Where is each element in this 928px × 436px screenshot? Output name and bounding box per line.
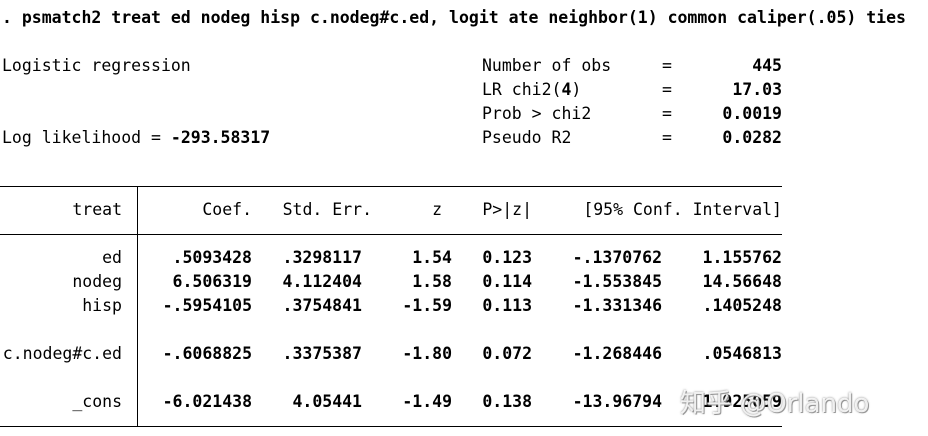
cell-se: .3754841	[282, 296, 362, 315]
row-varname: hisp	[82, 296, 122, 315]
col-header-z: z	[432, 200, 442, 219]
cell-z: 1.58	[412, 272, 452, 291]
cell-p: 0.114	[482, 272, 532, 291]
cell-se: .3375387	[282, 344, 362, 363]
cell-se: 4.112404	[282, 272, 362, 291]
table-header-rule	[0, 234, 782, 235]
cell-z: -1.49	[402, 392, 452, 411]
row-varname: nodeg	[72, 272, 122, 291]
cell-z: -1.80	[402, 344, 452, 363]
model-title: Logistic regression	[2, 56, 191, 75]
eq-sign: =	[662, 56, 672, 75]
cell-z: -1.59	[402, 296, 452, 315]
stat-value-pseudo-r2: 0.0282	[722, 128, 782, 147]
watermark: 知乎 @Orlando	[680, 389, 870, 419]
eq-sign: =	[662, 80, 672, 99]
cell-se: 4.05441	[292, 392, 362, 411]
cell-coef: -.5954105	[162, 296, 252, 315]
eq-sign: =	[662, 128, 672, 147]
log-likelihood-value: -293.58317	[170, 128, 271, 147]
log-likelihood: Log likelihood = -293.58317	[2, 128, 270, 148]
cell-ci-hi: 14.56648	[702, 272, 782, 291]
log-likelihood-label: Log likelihood =	[2, 128, 171, 147]
cell-coef: -6.021438	[162, 392, 252, 411]
stat-label-prob: Prob > chi2	[482, 104, 592, 123]
cell-ci-hi: .0546813	[702, 344, 782, 363]
eq-sign: =	[662, 104, 672, 123]
stat-value-prob: 0.0019	[722, 104, 782, 123]
stat-label-pseudo-r2: Pseudo R2	[482, 128, 572, 147]
cell-coef: .5093428	[172, 248, 252, 267]
cell-ci-lo: -1.331346	[572, 296, 662, 315]
stat-label-lrchi2: LR chi2(4)	[482, 80, 581, 100]
stat-value-nobs: 445	[752, 56, 782, 75]
row-varname: c.nodeg#c.ed	[2, 344, 122, 363]
col-header-coef: Coef.	[202, 200, 252, 219]
cell-ci-lo: -1.553845	[572, 272, 662, 291]
cell-p: 0.113	[482, 296, 532, 315]
cell-p: 0.138	[482, 392, 532, 411]
table-top-rule	[0, 186, 782, 187]
lrchi2-label-pre: LR chi2(	[482, 80, 562, 99]
lrchi2-df: 4	[561, 80, 572, 99]
stata-command: . psmatch2 treat ed nodeg hisp c.nodeg#c…	[2, 8, 906, 27]
cell-ci-hi: .1405248	[702, 296, 782, 315]
cell-coef: -.6068825	[162, 344, 252, 363]
cell-ci-lo: -13.96794	[572, 392, 662, 411]
cell-p: 0.072	[482, 344, 532, 363]
cell-z: 1.54	[412, 248, 452, 267]
table-bottom-rule	[0, 426, 782, 427]
row-varname: _cons	[72, 392, 122, 411]
row-varname: ed	[102, 248, 122, 267]
table-column-divider	[137, 186, 138, 427]
cell-ci-hi: 1.925059	[702, 392, 782, 411]
cell-ci-lo: -1.268446	[572, 344, 662, 363]
cell-coef: 6.506319	[172, 272, 252, 291]
lrchi2-label-post: )	[571, 80, 582, 99]
cell-ci-hi: 1.155762	[702, 248, 782, 267]
col-header-se: Std. Err.	[282, 200, 372, 219]
stat-label-nobs: Number of obs	[482, 56, 612, 75]
stat-value-lrchi2: 17.03	[732, 80, 782, 99]
cell-p: 0.123	[482, 248, 532, 267]
depvar-label: treat	[72, 200, 122, 219]
cell-se: .3298117	[282, 248, 362, 267]
col-header-p: P>|z|	[482, 200, 532, 219]
cell-ci-lo: -.1370762	[572, 248, 662, 267]
col-header-ci: [95% Conf. Interval]	[583, 200, 782, 219]
